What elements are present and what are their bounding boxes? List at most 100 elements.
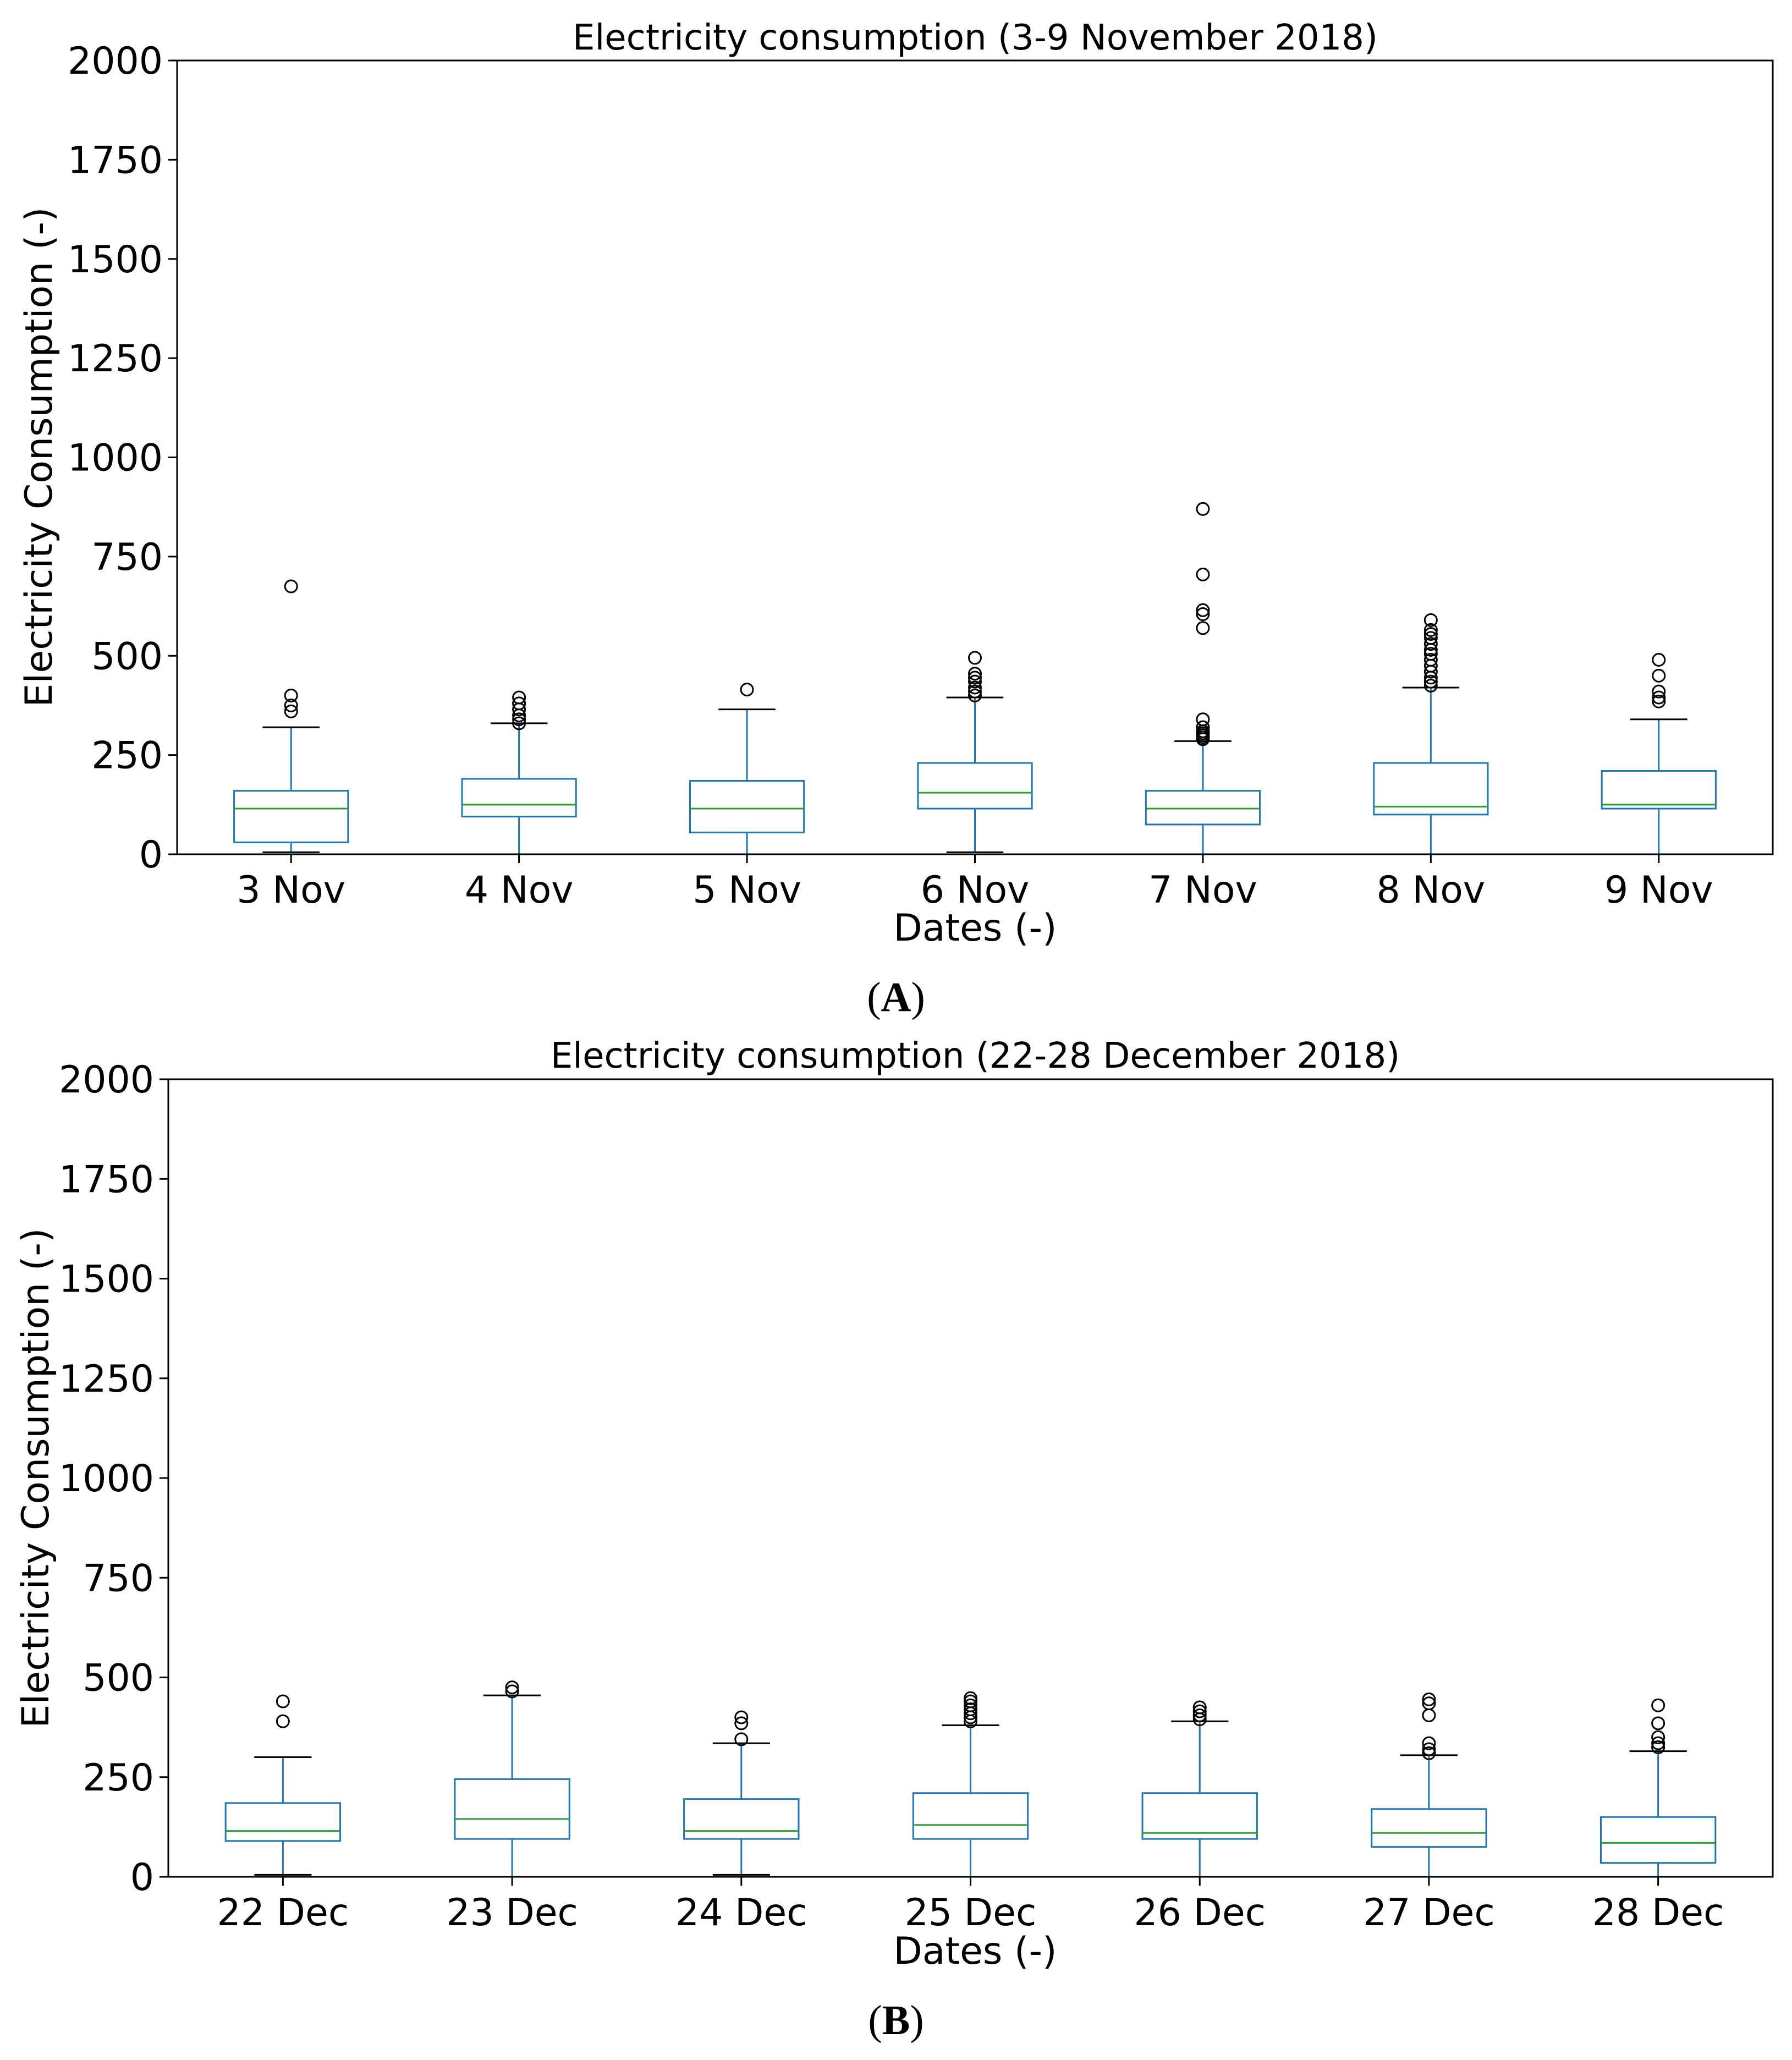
y-tick-label: 1500 xyxy=(59,1258,154,1301)
box-body xyxy=(1373,762,1489,816)
flier-point xyxy=(734,1710,749,1724)
x-tick-label: 4 Nov xyxy=(465,869,574,912)
flier-point xyxy=(1651,1740,1665,1754)
flier-point xyxy=(1422,1692,1436,1706)
y-axis-label: Electricity Consumption (-) xyxy=(18,207,61,707)
box-7-nov xyxy=(1145,502,1261,855)
flier-point xyxy=(512,696,526,711)
flier-point xyxy=(505,1680,519,1695)
flier-point xyxy=(734,1716,749,1731)
box-body xyxy=(1145,790,1261,826)
box-body xyxy=(1141,1792,1258,1840)
box-4-nov xyxy=(461,690,577,855)
x-axis-ticks: 3 Nov 4 Nov 5 Nov 6 Nov 7 Nov 8 Nov 9 Nov xyxy=(237,854,1713,912)
panel-label-letter: B xyxy=(882,1997,910,2043)
box-23-dec xyxy=(454,1680,570,1878)
x-axis-ticks: 22 Dec 23 Dec 24 Dec 25 Dec 26 Dec 27 Dec 28 D… xyxy=(217,1877,1724,1935)
flier-point xyxy=(968,684,982,699)
flier-point xyxy=(968,651,982,665)
y-tick-label: 1250 xyxy=(59,1358,154,1401)
flier-point xyxy=(968,688,982,702)
panel-a: Electricity consumption (3-9 November 20… xyxy=(18,18,1774,1020)
y-tick-label: 0 xyxy=(130,1856,154,1899)
flier-point xyxy=(1422,1746,1436,1760)
x-axis-label: Dates (-) xyxy=(893,1930,1057,1973)
flier-point xyxy=(1652,684,1666,699)
flier-point xyxy=(1192,1708,1207,1722)
y-tick-label: 1000 xyxy=(59,1457,154,1501)
box-9-nov xyxy=(1601,652,1717,855)
box-body xyxy=(224,1802,342,1842)
x-tick-label: 7 Nov xyxy=(1148,869,1257,912)
flier-point xyxy=(1423,613,1438,627)
flier-point xyxy=(1652,690,1666,705)
flier-point xyxy=(1423,678,1438,693)
y-tick-label: 2000 xyxy=(59,1058,154,1102)
panel-b: Electricity consumption (22-28 December … xyxy=(14,1036,1774,2043)
box-body xyxy=(461,778,577,817)
flier-point xyxy=(1423,637,1438,651)
flier-point xyxy=(1422,1742,1436,1756)
flier-point xyxy=(505,1684,519,1699)
flier-point xyxy=(1422,1736,1436,1750)
flier-point xyxy=(964,1702,977,1716)
flier-point xyxy=(1651,1698,1665,1712)
box-series xyxy=(224,1680,1717,1878)
x-tick-label: 8 Nov xyxy=(1377,869,1486,912)
x-tick-label: 26 Dec xyxy=(1134,1891,1266,1935)
flier-point xyxy=(1651,1730,1665,1744)
y-tick-label: 500 xyxy=(83,1657,154,1700)
panel-label-b: (B) xyxy=(868,1997,924,2043)
flier-point xyxy=(1192,1700,1207,1715)
y-tick-label: 750 xyxy=(91,536,163,579)
x-tick-label: 3 Nov xyxy=(237,869,345,912)
flier-point xyxy=(740,683,754,697)
x-tick-label: 6 Nov xyxy=(921,869,1030,912)
box-body xyxy=(683,1798,800,1840)
x-tick-label: 27 Dec xyxy=(1363,1891,1495,1935)
box-28-dec xyxy=(1599,1698,1717,1878)
box-27-dec xyxy=(1371,1692,1487,1878)
x-tick-label: 23 Dec xyxy=(446,1891,578,1935)
x-axis-label: Dates (-) xyxy=(893,907,1057,950)
flier-point xyxy=(1651,1716,1665,1731)
y-tick-label: 1750 xyxy=(68,139,163,182)
flier-point xyxy=(1423,631,1438,645)
y-tick-label: 1750 xyxy=(59,1158,154,1201)
flier-point xyxy=(284,704,298,718)
x-tick-label: 5 Nov xyxy=(692,869,801,912)
y-tick-label: 1000 xyxy=(68,437,163,480)
box-5-nov xyxy=(689,683,805,855)
x-tick-label: 24 Dec xyxy=(675,1891,807,1935)
flier-point xyxy=(1196,621,1210,635)
y-tick-label: 0 xyxy=(139,833,163,877)
flier-point xyxy=(1423,674,1438,689)
box-24-dec xyxy=(683,1710,800,1876)
box-series xyxy=(233,502,1717,855)
y-tick-label: 2000 xyxy=(68,40,163,83)
box-body xyxy=(1601,770,1717,810)
chart-title: Electricity consumption (22-28 December … xyxy=(551,1036,1400,1076)
panel-label-letter: A xyxy=(881,974,911,1020)
box-26-dec xyxy=(1141,1700,1258,1878)
y-tick-label: 1250 xyxy=(68,337,163,381)
panel-label-a: (A) xyxy=(867,974,925,1020)
flier-point xyxy=(1196,720,1210,734)
flier-point xyxy=(964,1698,977,1712)
flier-point xyxy=(276,1694,290,1709)
flier-point xyxy=(1196,567,1210,581)
x-tick-label: 22 Dec xyxy=(217,1891,349,1935)
box-body xyxy=(689,780,805,833)
y-tick-label: 750 xyxy=(83,1557,154,1600)
flier-point xyxy=(968,674,982,689)
flier-point xyxy=(1196,712,1210,727)
flier-point xyxy=(1652,652,1666,667)
y-tick-label: 250 xyxy=(91,734,163,778)
box-body xyxy=(454,1778,570,1840)
x-tick-label: 9 Nov xyxy=(1604,869,1713,912)
box-body xyxy=(912,1792,1029,1840)
y-tick-label: 250 xyxy=(83,1756,154,1800)
y-tick-label: 500 xyxy=(91,635,163,678)
flier-point xyxy=(284,698,298,712)
